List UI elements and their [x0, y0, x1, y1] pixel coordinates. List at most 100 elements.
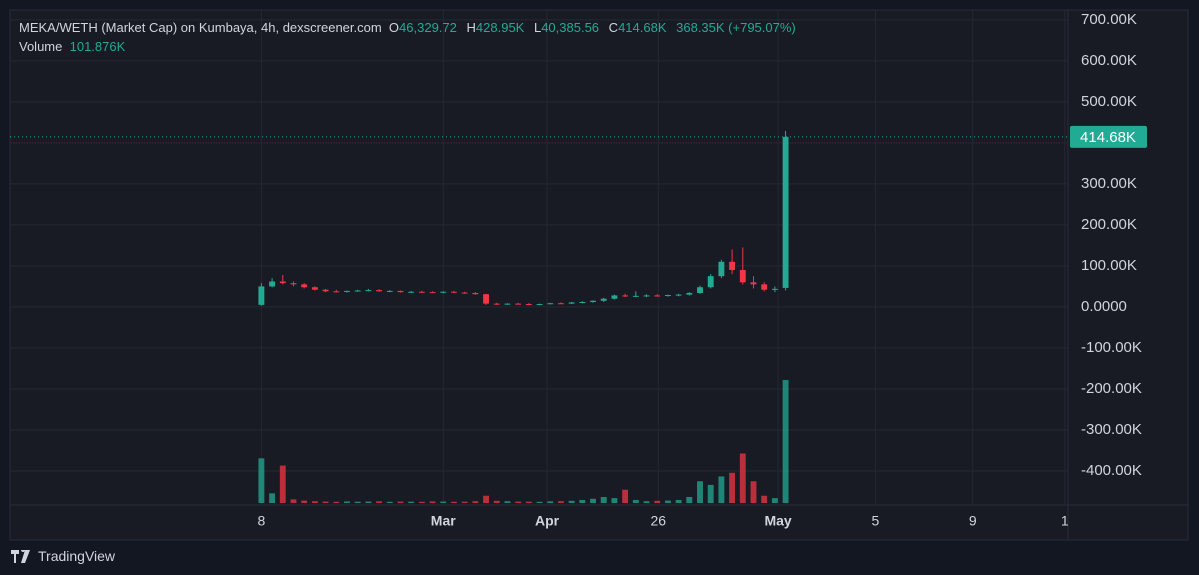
volume-bar	[258, 458, 265, 503]
candle-body	[579, 301, 586, 303]
volume-bar	[269, 493, 276, 503]
volume-bar	[697, 481, 703, 503]
marks	[10, 131, 1068, 503]
volume-bar	[504, 501, 511, 503]
volume-bar	[718, 476, 725, 503]
candle-body	[301, 284, 308, 288]
volume-bar	[579, 499, 586, 503]
candle-body	[536, 304, 543, 306]
volume-bar	[547, 501, 554, 503]
candle-body	[504, 303, 511, 305]
volume-bar	[654, 500, 661, 503]
legend-row: MEKA/WETH (Market Cap) on Kumbaya, 4h, d…	[19, 18, 802, 37]
volume-bar	[590, 498, 596, 503]
candle-body	[376, 290, 383, 292]
candle-body	[771, 288, 778, 290]
candle-body	[418, 291, 425, 293]
candle-body	[761, 284, 768, 290]
candle-body	[739, 270, 746, 283]
volume-bar	[472, 501, 479, 503]
legend-value: 101.876K	[69, 39, 126, 54]
candle-body	[440, 291, 447, 293]
candle-body	[483, 294, 489, 304]
candle-body	[632, 295, 639, 297]
candle-body	[279, 281, 286, 284]
brand-logo	[11, 549, 30, 563]
axes: 700.00K600.00K500.00K400.00K300.00K200.0…	[257, 11, 1147, 529]
candle-body	[590, 300, 596, 302]
candle-body	[429, 292, 436, 294]
x-tick-label: 26	[650, 513, 666, 529]
legend-change: 368.35K (+795.07%)	[676, 20, 796, 35]
y-tick-label: -100.00K	[1081, 339, 1142, 356]
candle-body	[654, 295, 661, 297]
candle-body	[515, 303, 522, 305]
volume-bar	[643, 501, 650, 503]
candle-body	[258, 286, 265, 305]
y-tick-label: 0.0000	[1081, 298, 1127, 315]
x-tick-label: Apr	[535, 513, 560, 529]
legend-key: Volume	[19, 39, 63, 54]
y-tick-label: 100.00K	[1081, 257, 1137, 274]
volume-bar	[418, 501, 425, 503]
candle-body	[525, 304, 532, 306]
legend-title: MEKA/WETH (Market Cap) on Kumbaya, 4h, d…	[19, 20, 382, 35]
chart-frame	[9, 9, 1189, 541]
candle-body	[675, 294, 682, 296]
legend-value: 414.68K	[618, 20, 667, 35]
x-tick-label: Mar	[431, 513, 456, 529]
brand: TradingView	[11, 548, 115, 564]
y-tick-label: 300.00K	[1081, 175, 1137, 192]
volume-bar	[675, 499, 682, 503]
volume-bar	[365, 501, 372, 503]
volume-bar	[557, 501, 564, 503]
candle-body	[386, 290, 393, 292]
x-tick-label: May	[764, 513, 791, 529]
volume-bar	[493, 500, 500, 503]
volume-bar	[600, 496, 607, 503]
legend-key: H	[466, 20, 476, 35]
volume-bar	[461, 501, 468, 503]
candle-body	[269, 281, 276, 287]
volume-bar	[515, 501, 522, 503]
candle-body	[311, 287, 318, 290]
candle-body	[718, 261, 725, 277]
volume-bar	[536, 501, 543, 503]
candle-body	[461, 292, 468, 294]
y-tick-label: 700.00K	[1081, 11, 1137, 28]
candle-body	[547, 303, 554, 305]
candle-body	[365, 290, 372, 292]
volume-bar	[397, 501, 404, 503]
volume-bar	[568, 500, 575, 503]
volume-bar	[354, 501, 361, 503]
brand-name: TradingView	[38, 548, 116, 564]
volume-bar	[622, 489, 629, 503]
volume-bar	[344, 501, 350, 503]
candle-body	[557, 303, 564, 305]
volume-bar	[451, 501, 457, 503]
legend-value: 428.95K	[475, 20, 525, 35]
candle-body	[707, 276, 714, 288]
volume-bar	[301, 500, 308, 503]
legend-value: 40,385.56	[541, 20, 600, 35]
volume-bar	[440, 501, 447, 503]
volume-bar	[429, 501, 436, 503]
candle-body	[782, 136, 789, 288]
volume-bar	[376, 501, 383, 503]
volume-bar	[311, 501, 318, 503]
volume-bar	[739, 453, 746, 503]
volume-bar	[782, 380, 789, 503]
volume-bar	[664, 500, 671, 503]
candle-body	[611, 295, 618, 299]
candle-body	[622, 295, 629, 297]
candle-body	[643, 295, 650, 297]
volume-bar	[525, 501, 532, 503]
x-tick-label: 8	[257, 513, 265, 529]
candle-body	[493, 303, 500, 305]
volume-bar	[322, 501, 329, 503]
volume-bar	[686, 496, 693, 503]
candle-body	[686, 292, 693, 295]
candle-body	[333, 291, 340, 293]
candle-body	[568, 302, 575, 304]
